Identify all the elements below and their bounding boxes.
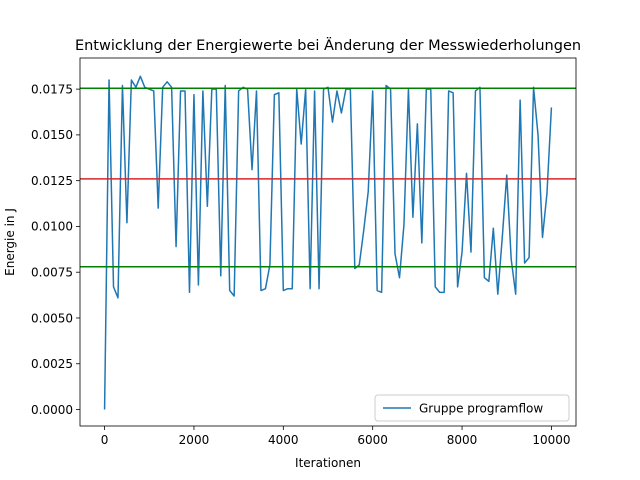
chart-title: Entwicklung der Energiewerte bei Änderun… [75,36,581,54]
legend: Gruppe programflow [374,394,570,422]
y-tick-label-0: 0.0000 [31,403,73,417]
axes-frame [79,57,577,427]
x-tick-label-3: 6000 [357,433,388,447]
x-tick-label-1: 2000 [179,433,210,447]
x-tick-label-5: 10000 [532,433,570,447]
y-tick-label-6: 0.0150 [31,128,73,142]
y-tick-label-4: 0.0100 [31,220,73,234]
y-tick-label-3: 0.0075 [31,266,73,280]
x-tick-label-4: 8000 [447,433,478,447]
y-tick-label-1: 0.0025 [31,357,73,371]
series-line-0 [103,75,553,410]
x-tick-label-2: 4000 [268,433,299,447]
y-tick-label-2: 0.0050 [31,311,73,325]
y-tick-label-7: 0.0175 [31,82,73,96]
plot-area: 0 2000 4000 6000 8000 10000 0.0000 0.0025 0.0050… [31,57,577,447]
x-tick-label-0: 0 [101,433,109,447]
x-axis-label: Iterationen [295,456,361,470]
y-tick-label-5: 0.0125 [31,174,73,188]
legend-box [374,394,570,422]
legend-entry: Gruppe programflow [419,402,543,416]
y-axis-label: Energie in J [3,208,17,276]
